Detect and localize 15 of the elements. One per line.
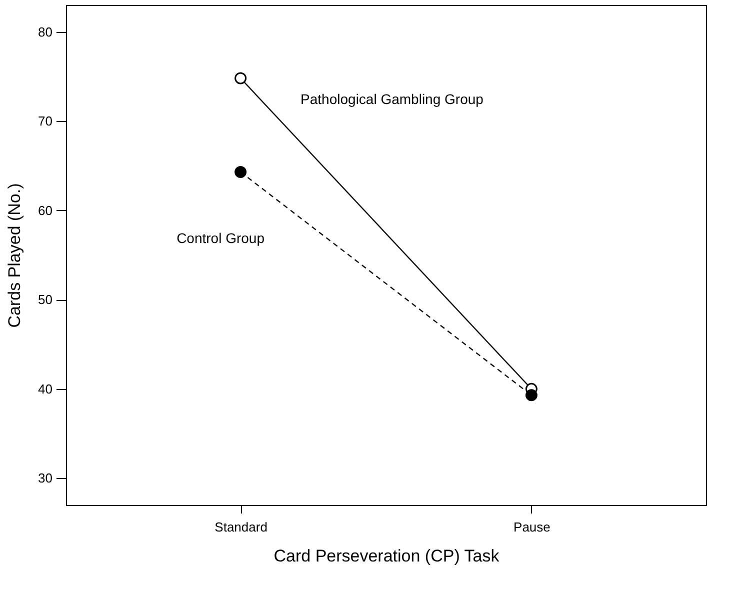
y-tick-label: 50 xyxy=(38,292,52,308)
y-axis-title: Cards Played (No.) xyxy=(5,183,24,328)
x-axis-title: Card Perseveration (CP) Task xyxy=(274,546,500,566)
y-tick-label: 70 xyxy=(38,114,52,129)
y-tick-label: 60 xyxy=(38,202,52,218)
x-tick-label: Pause xyxy=(514,520,550,534)
text: Control Group xyxy=(176,230,265,246)
point xyxy=(525,389,538,402)
series-label: Pathological Gambling Group xyxy=(300,91,484,108)
y-tick-label: 30 xyxy=(38,470,52,486)
x-tick-label: Standard xyxy=(214,520,268,534)
y-tick-label: 80 xyxy=(38,24,52,40)
y-tick-label: 40 xyxy=(38,381,52,396)
point xyxy=(234,72,247,84)
point xyxy=(234,166,247,178)
